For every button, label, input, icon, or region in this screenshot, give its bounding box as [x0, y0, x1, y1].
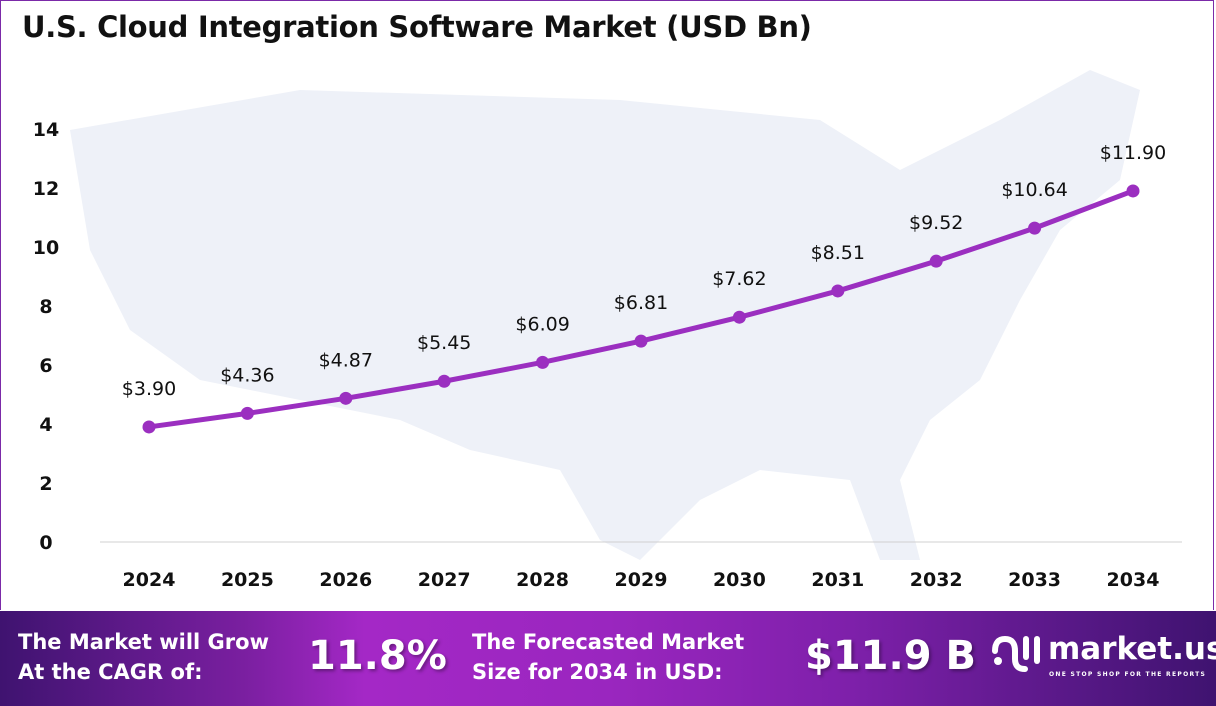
- cagr-label-line2: At the CAGR of:: [18, 660, 203, 684]
- x-tick-label: 2033: [1008, 569, 1061, 591]
- x-tick-label: 2030: [713, 569, 766, 591]
- data-label: $11.90: [1100, 142, 1166, 164]
- chart-title: U.S. Cloud Integration Software Market (…: [22, 10, 812, 44]
- data-point: [1028, 221, 1042, 235]
- data-point: [437, 374, 451, 388]
- data-label: $7.62: [712, 268, 766, 290]
- y-tick-label: 8: [39, 296, 52, 318]
- data-label: $10.64: [1001, 179, 1067, 201]
- x-tick-label: 2025: [221, 569, 274, 591]
- footer-banner: The Market will Grow At the CAGR of: 11.…: [0, 611, 1216, 706]
- data-label: $4.36: [220, 364, 274, 386]
- forecast-value: $11.9 B: [805, 633, 976, 679]
- line-chart: 0 2 4 6 8 10 12 14 2024 2025 2026 2027 2028 2029 2030…: [33, 70, 1182, 591]
- y-tick-label: 6: [39, 355, 52, 377]
- y-tick-label: 2: [39, 473, 52, 495]
- data-point: [339, 391, 353, 405]
- data-label: $8.51: [811, 242, 865, 264]
- chart-frame: [0, 0, 1214, 610]
- x-tick-label: 2027: [418, 569, 471, 591]
- us-map-background: [70, 70, 1140, 560]
- data-label: $6.81: [614, 292, 668, 314]
- data-label: $5.45: [417, 332, 471, 354]
- forecast-label: The Forecasted Market Size for 2034 in U…: [472, 627, 744, 687]
- x-tick-label: 2026: [319, 569, 372, 591]
- forecast-label-line1: The Forecasted Market: [472, 630, 745, 654]
- x-tick-label: 2031: [811, 569, 864, 591]
- x-tick-label: 2029: [615, 569, 668, 591]
- logo-name: market.us: [1048, 631, 1216, 667]
- y-tick-label: 10: [33, 237, 59, 259]
- y-tick-label: 12: [33, 178, 59, 200]
- data-point: [732, 310, 746, 324]
- market-us-logo: market.us ONE STOP SHOP FOR THE REPORTS: [990, 631, 1216, 679]
- logo-tagline: ONE STOP SHOP FOR THE REPORTS: [1049, 671, 1207, 678]
- data-point: [929, 254, 943, 268]
- data-label: $3.90: [122, 378, 176, 400]
- cagr-value: 11.8%: [308, 633, 447, 679]
- x-tick-label: 2028: [516, 569, 569, 591]
- logo-icon: [992, 635, 1040, 672]
- forecast-label-line2: Size for 2034 in USD:: [472, 660, 723, 684]
- cagr-label: The Market will Grow At the CAGR of:: [18, 627, 269, 687]
- x-tick-label: 2024: [123, 569, 176, 591]
- data-point: [1126, 184, 1140, 198]
- y-tick-label: 4: [39, 414, 52, 436]
- data-point: [831, 284, 845, 298]
- data-label: $4.87: [319, 349, 373, 371]
- y-tick-label: 0: [39, 532, 52, 554]
- cagr-label-line1: The Market will Grow: [18, 630, 269, 654]
- x-tick-label: 2034: [1107, 569, 1160, 591]
- data-point: [536, 355, 550, 369]
- y-tick-label: 14: [33, 119, 59, 141]
- data-point: [634, 334, 648, 348]
- data-point: [142, 420, 156, 434]
- data-label: $9.52: [909, 212, 963, 234]
- x-tick-label: 2032: [910, 569, 963, 591]
- data-point: [240, 406, 254, 420]
- data-label: $6.09: [515, 313, 569, 335]
